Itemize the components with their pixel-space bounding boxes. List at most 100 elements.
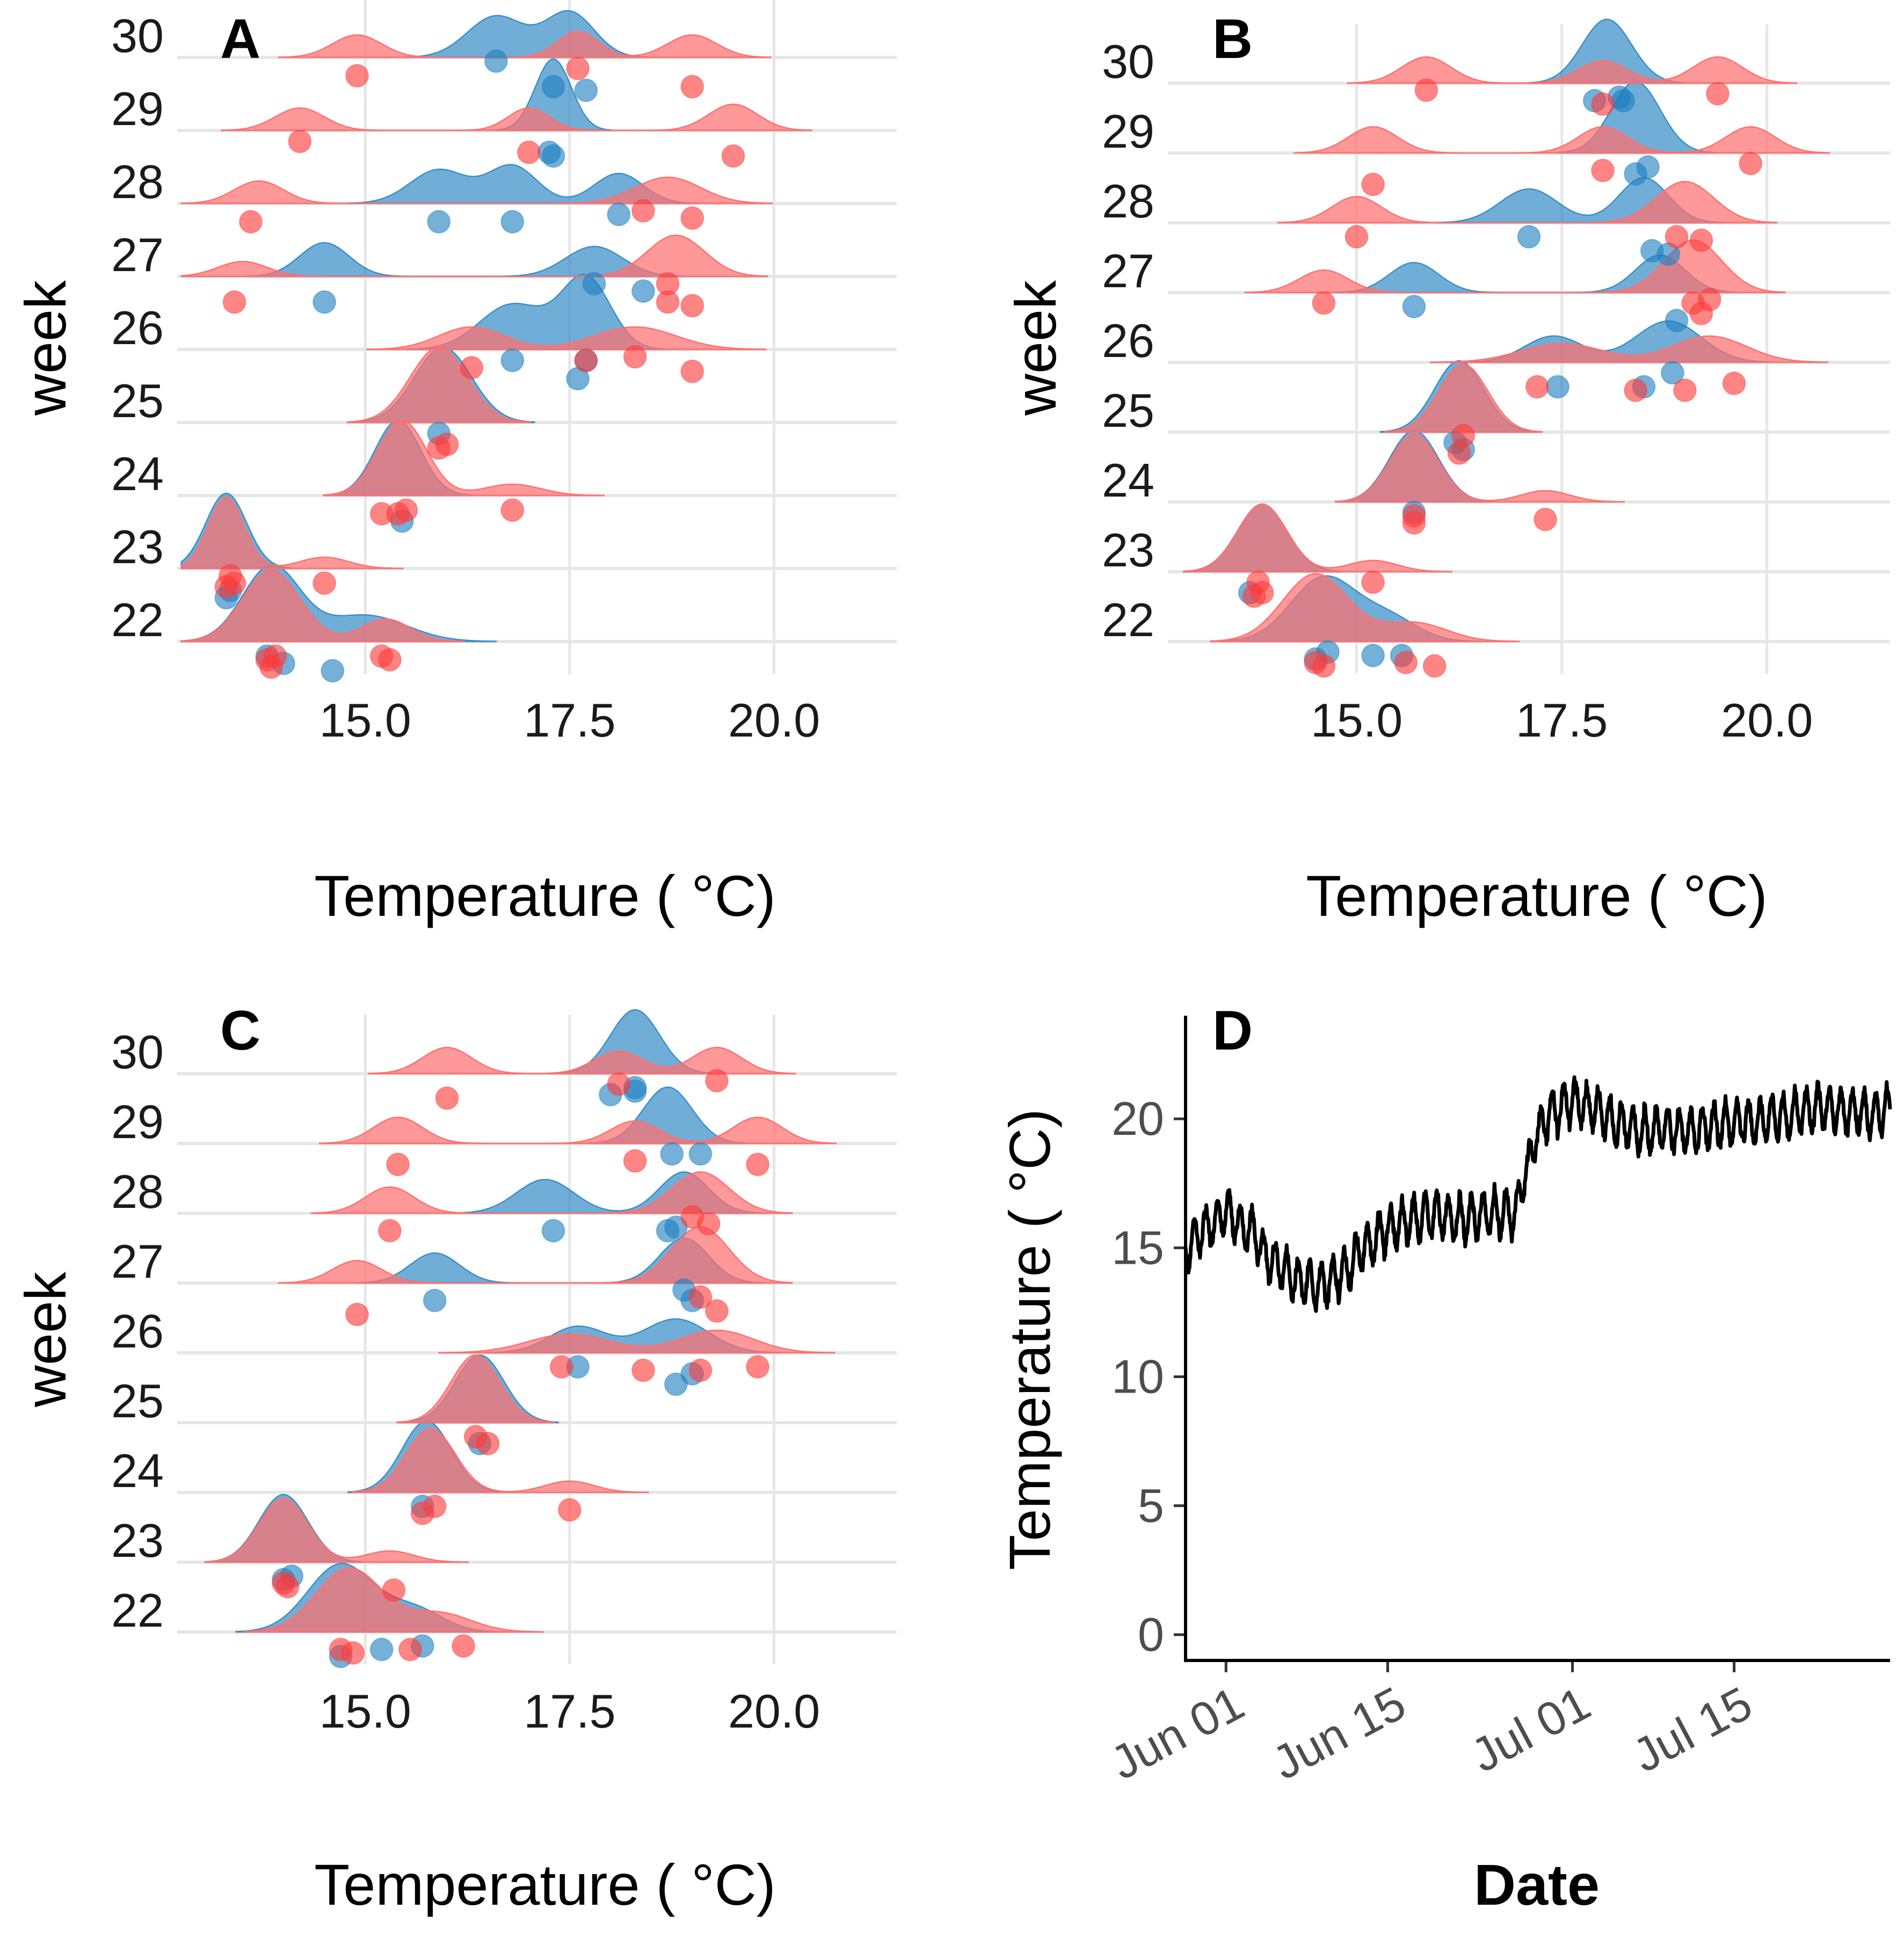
panel-b-point-red <box>1722 371 1746 395</box>
panel-a-point-red <box>721 144 745 168</box>
panel-a-x-tick-label: 20.0 <box>728 694 820 747</box>
panel-b-ridge-blue-week-30 <box>1527 18 1687 84</box>
panel-b-point-blue <box>1361 644 1385 667</box>
panel-c-point-red <box>423 1495 447 1518</box>
panel-a-week-label: 29 <box>111 82 164 135</box>
panel-b-point-blue <box>1402 295 1426 318</box>
panel-c-ridge-red-week-29 <box>318 1116 837 1145</box>
panel-b-point-red <box>1689 228 1713 252</box>
panel-a-point-red <box>222 290 246 314</box>
panel-d-x-tick-label: Jul 15 <box>1624 1676 1761 1782</box>
panel-b-points <box>1238 78 1763 678</box>
panel-a-point-red <box>517 140 541 164</box>
panel-a-point-red <box>435 432 459 456</box>
panel-b-point-red <box>1591 92 1615 116</box>
panel-b-point-red <box>1312 291 1336 315</box>
panel-a-point-red <box>680 206 704 230</box>
panel-a-week-label: 27 <box>111 228 164 281</box>
panel-b-week-label: 28 <box>1102 174 1154 228</box>
panel-b-x-tick-label: 20.0 <box>1721 694 1813 747</box>
panel-c-point-blue <box>369 1637 394 1662</box>
panel-c-tick-labels: 15.0 17.5 20.0 22 23 24 25 26 27 28 29 30 <box>111 1025 820 1738</box>
panel-d-x-tick-label: Jun 15 <box>1264 1676 1414 1789</box>
panel-d-y-tick-label: 20 <box>1111 1092 1164 1145</box>
panel-d-y-axis-title: Temperature ( °C) <box>997 1109 1062 1570</box>
panel-a-week-label: 28 <box>111 155 164 208</box>
panel-b-point-red <box>1361 570 1385 594</box>
panel-a-point-blue <box>574 78 598 103</box>
panel-c-point-red <box>623 1149 647 1173</box>
panel-a-point-blue <box>500 210 525 234</box>
panel-a-point-red <box>313 571 337 595</box>
panel-b-point-blue <box>1661 361 1684 385</box>
panel-c-point-blue <box>423 1288 447 1313</box>
panel-c-point-red <box>382 1578 406 1602</box>
panel-b-ridge-red-week-22 <box>1210 573 1520 643</box>
panel-c-point-red <box>631 1358 655 1382</box>
panel-c: 15.0 17.5 20.0 22 23 24 25 26 27 28 29 30 Temperatu… <box>13 1000 897 1917</box>
panel-c-point-red <box>705 1299 729 1323</box>
panel-b-point-red <box>1665 225 1689 249</box>
panel-b-week-label: 26 <box>1102 314 1154 367</box>
panel-a-point-blue <box>607 202 631 227</box>
panel-a-x-axis-title: Temperature ( °C) <box>314 863 775 928</box>
panel-c-point-red <box>746 1355 770 1379</box>
panel-a-point-blue <box>500 348 525 373</box>
panel-c-point-red <box>398 1637 422 1662</box>
panel-a-tick-labels: 15.0 17.5 20.0 22 23 24 25 26 27 28 29 30 <box>111 9 820 747</box>
panel-d-x-axis-title: Date <box>1474 1852 1600 1917</box>
panel-b-point-red <box>1242 584 1266 608</box>
panel-d: 0 5 10 15 20 Jun 01 Jun 15 Jul 01 Jul 15 Date Te… <box>997 1000 1892 1917</box>
panel-c-week-label: 26 <box>111 1305 164 1358</box>
panel-c-week-label: 29 <box>111 1095 164 1148</box>
panel-b-point-red <box>1689 302 1713 325</box>
panel-b-point-blue <box>1636 155 1660 179</box>
panel-c-point-blue <box>656 1219 680 1243</box>
panel-a: 15.0 17.5 20.0 22 23 24 25 26 27 28 29 30 Temperatu… <box>13 0 897 928</box>
panel-b-point-red <box>1706 82 1729 106</box>
panel-a-label: A <box>220 8 260 70</box>
panel-d-x-tick-label: Jul 01 <box>1463 1676 1599 1782</box>
panel-b-point-red <box>1402 504 1426 528</box>
panel-c-point-red <box>746 1153 770 1176</box>
panel-a-y-axis-title: week <box>13 280 78 416</box>
panel-a-point-red <box>680 359 704 383</box>
panel-c-week-label: 22 <box>111 1584 164 1637</box>
panel-a-point-red <box>631 199 655 223</box>
panel-a-point-red <box>259 655 284 679</box>
panel-b-point-red <box>1394 651 1418 674</box>
panel-a-week-label: 30 <box>111 9 164 62</box>
panel-b-y-axis-title: week <box>1003 280 1068 416</box>
panel-a-point-red <box>566 56 590 81</box>
panel-c-point-blue <box>664 1372 688 1396</box>
panel-c-ridge-red-week-25 <box>396 1354 555 1424</box>
panel-a-point-red <box>239 210 263 234</box>
panel-b-ridge-red-week-29 <box>1293 126 1830 154</box>
panel-b-week-label: 22 <box>1102 593 1154 646</box>
panel-c-point-red <box>557 1498 582 1522</box>
panel-a-point-blue <box>541 144 565 168</box>
panel-c-point-red <box>386 1153 410 1176</box>
panel-a-ridge-red-week-27 <box>180 234 768 278</box>
panel-c-week-label: 23 <box>111 1514 164 1567</box>
panel-b-point-blue <box>1665 309 1689 332</box>
panel-d-y-tick-label: 0 <box>1138 1608 1164 1661</box>
panel-c-point-red <box>476 1432 500 1455</box>
panel-c-x-axis-title: Temperature ( °C) <box>314 1852 775 1917</box>
panel-b-point-red <box>1591 158 1615 183</box>
panel-a-week-label: 25 <box>111 374 164 427</box>
panel-c-point-red <box>688 1358 713 1382</box>
panel-c-ridge-red-week-30 <box>368 1046 796 1075</box>
panel-b-x-tick-label: 15.0 <box>1311 694 1402 747</box>
panel-c-ridges <box>204 1009 837 1633</box>
panel-a-point-blue <box>582 272 606 296</box>
panel-a-point-red <box>680 294 704 318</box>
panel-b-ridge-red-week-24 <box>1334 433 1625 503</box>
panel-c-week-label: 24 <box>111 1444 164 1497</box>
panel-c-week-label: 30 <box>111 1025 164 1079</box>
panel-a-point-blue <box>313 290 337 314</box>
panel-b: 15.0 17.5 20.0 22 23 24 25 26 27 28 29 30 Temperatu… <box>1003 8 1890 928</box>
panel-a-point-blue <box>427 210 451 234</box>
panel-c-point-red <box>435 1086 459 1110</box>
panel-d-y-tick-label: 5 <box>1138 1479 1164 1532</box>
